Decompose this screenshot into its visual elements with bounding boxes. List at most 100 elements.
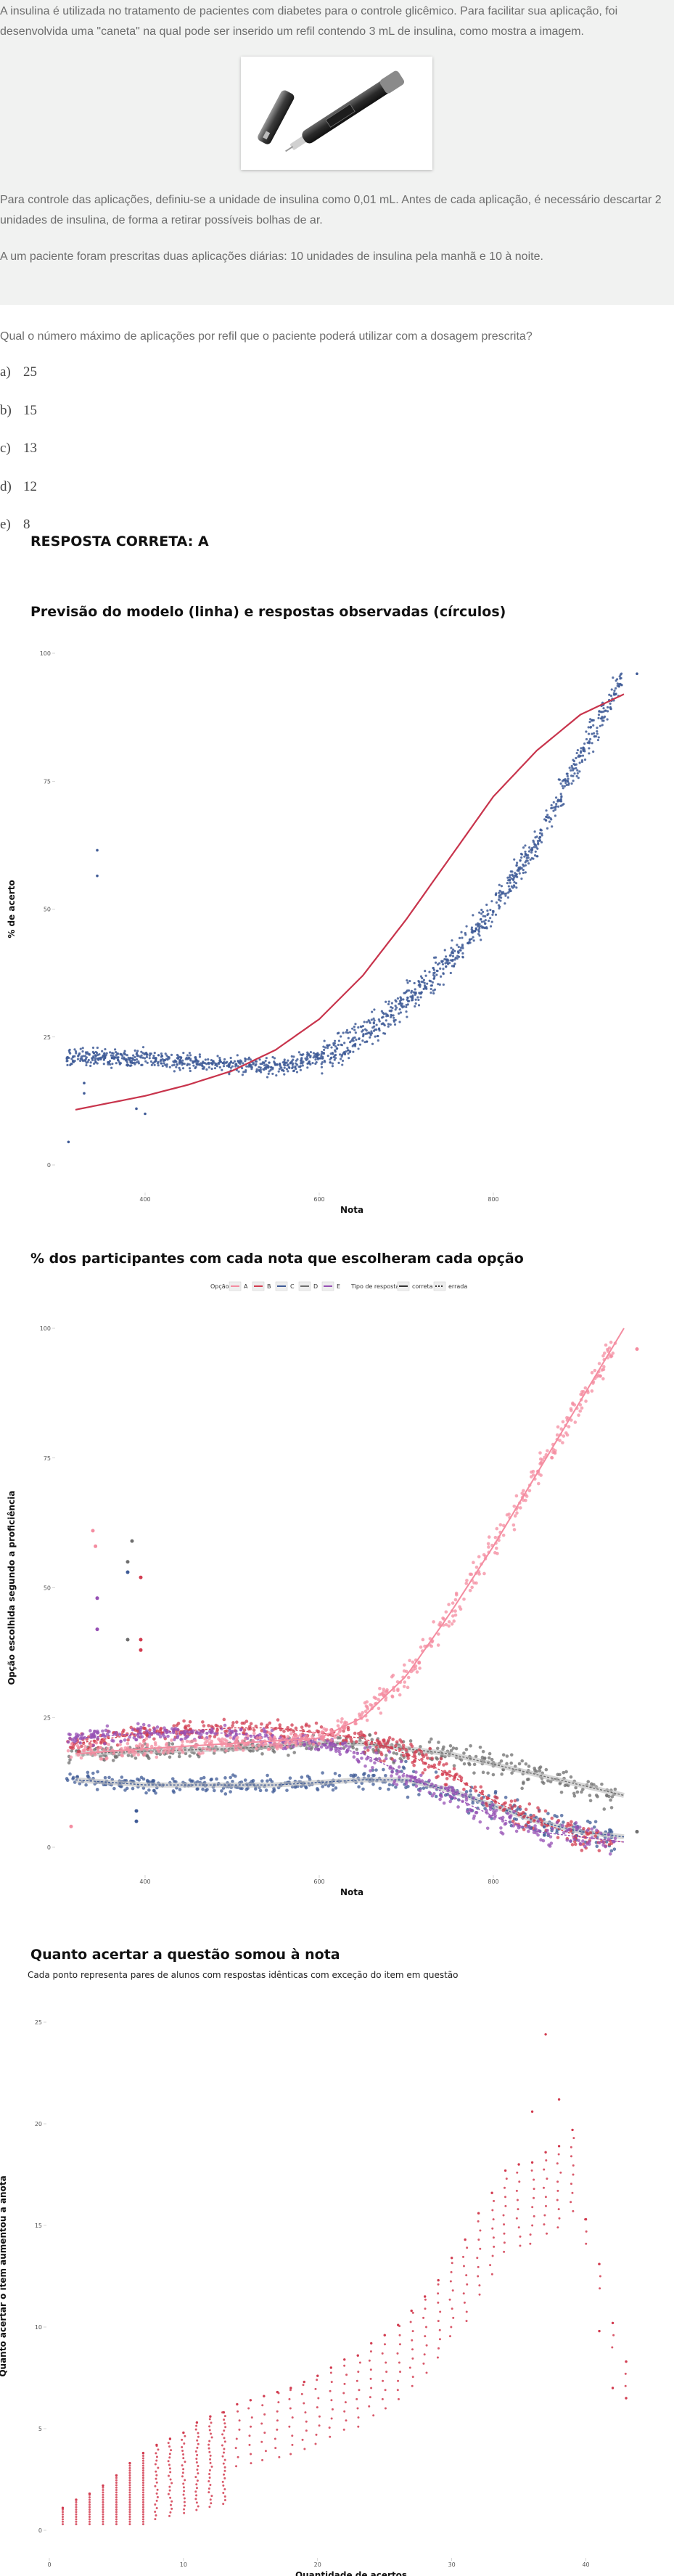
observed-point	[94, 1061, 97, 1064]
pair-point	[221, 2433, 224, 2436]
option-point	[479, 1785, 483, 1789]
pair-point	[411, 2357, 414, 2360]
pair-point	[208, 2440, 211, 2442]
pair-point	[248, 2443, 251, 2446]
observed-point	[207, 1066, 210, 1069]
observed-point	[117, 1052, 120, 1055]
option-point	[556, 1772, 560, 1777]
pair-point	[329, 2371, 332, 2374]
option-point	[427, 1791, 432, 1794]
y-tick-label: 25	[44, 1714, 51, 1721]
option-point	[122, 1728, 126, 1733]
option-point	[67, 1736, 72, 1741]
observed-point	[394, 1008, 397, 1011]
observed-point	[372, 1021, 375, 1024]
observed-point	[258, 1069, 261, 1072]
observed-point	[92, 1052, 96, 1055]
pair-point	[208, 2506, 211, 2508]
option-point	[266, 1723, 269, 1727]
pair-point	[503, 2241, 506, 2244]
y-tick-label: 75	[44, 778, 51, 785]
option-point	[609, 1806, 614, 1810]
pair-point	[424, 2307, 427, 2310]
observed-point	[620, 676, 622, 679]
pair-point	[195, 2487, 198, 2490]
option-point	[572, 1791, 576, 1796]
option-point	[422, 1754, 426, 1759]
option-point	[555, 1820, 559, 1825]
option-d: d) 12	[0, 479, 37, 495]
observed-point	[244, 1060, 247, 1063]
observed-point	[449, 959, 453, 962]
option-point	[574, 1821, 578, 1825]
option-point	[358, 1714, 362, 1719]
observed-point	[287, 1070, 289, 1073]
option-point	[266, 1779, 269, 1783]
observed-point	[470, 926, 474, 929]
option-point	[430, 1757, 434, 1760]
pair-point	[167, 2474, 170, 2477]
observed-point	[422, 978, 426, 981]
option-point	[581, 1839, 585, 1843]
option-point	[191, 1729, 195, 1733]
pair-point	[115, 2474, 118, 2477]
option-point	[329, 1748, 333, 1751]
observed-point	[120, 1057, 124, 1060]
observed-point	[522, 868, 525, 872]
pair-point	[88, 2498, 91, 2501]
observed-point	[575, 751, 578, 755]
pair-point	[504, 2169, 507, 2172]
option-point	[490, 1803, 495, 1807]
observed-point	[524, 850, 527, 854]
option-point	[487, 1535, 491, 1539]
observed-point	[451, 950, 454, 953]
pair-point	[115, 2508, 118, 2511]
observed-point	[457, 945, 460, 949]
pair-point	[462, 2265, 465, 2268]
option-point	[448, 1799, 452, 1804]
observed-point	[522, 864, 525, 867]
pair-point	[102, 2501, 104, 2503]
option-point	[435, 1756, 438, 1760]
pair-point	[504, 2204, 507, 2207]
observed-point	[323, 1048, 326, 1052]
pair-point	[128, 2479, 131, 2482]
pair-point	[128, 2508, 131, 2511]
observed-point	[482, 926, 485, 929]
pair-point	[330, 2381, 333, 2384]
observed-point	[89, 1061, 92, 1064]
option-point	[401, 1746, 406, 1750]
observed-point	[486, 913, 489, 917]
observed-point	[378, 1020, 381, 1023]
option-point	[382, 1690, 386, 1694]
observed-point	[218, 1058, 221, 1061]
option-point	[324, 1746, 329, 1750]
observed-point	[572, 769, 575, 772]
option-point	[102, 1742, 107, 1746]
observed-point	[255, 1070, 258, 1073]
option-point	[134, 1738, 138, 1742]
pair-point	[222, 2411, 226, 2414]
observed-point	[423, 981, 426, 984]
observed-point	[523, 855, 526, 858]
option-point	[336, 1719, 340, 1723]
option-point	[315, 1729, 319, 1733]
option-point	[567, 1425, 571, 1428]
observed-point	[497, 898, 501, 901]
observed-point	[373, 1025, 376, 1028]
observed-point	[268, 1070, 271, 1073]
observed-point	[524, 871, 527, 874]
option-point	[321, 1738, 326, 1742]
option-point	[588, 1820, 592, 1825]
option-point	[96, 1736, 100, 1741]
option-point	[112, 1751, 116, 1755]
model-curve	[75, 693, 625, 1111]
pair-point	[128, 2477, 131, 2479]
option-point	[205, 1788, 209, 1791]
option-point	[550, 1816, 554, 1820]
observed-point	[555, 802, 558, 806]
option-point	[102, 1748, 106, 1752]
observed-point	[551, 806, 554, 809]
observed-point	[597, 716, 600, 719]
pair-point	[289, 2389, 292, 2392]
